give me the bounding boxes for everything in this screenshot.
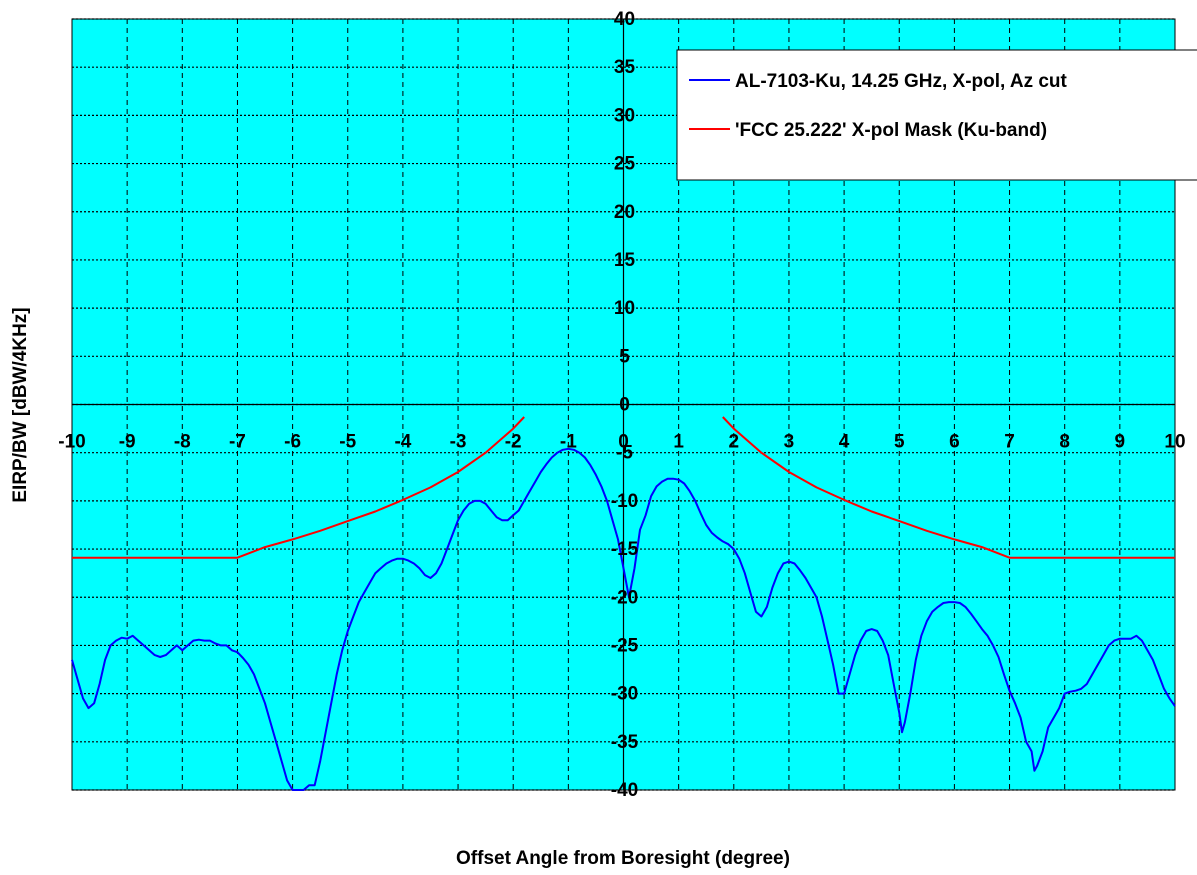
x-tick-label: 0 — [618, 432, 629, 453]
y-tick-label: -5 — [616, 443, 633, 464]
x-tick-label: -3 — [450, 432, 467, 453]
x-tick-label: -9 — [119, 432, 136, 453]
y-tick-label: -30 — [611, 684, 638, 705]
y-axis-title: EIRP/BW [dBW/4KHz] — [10, 307, 31, 502]
tick-labels: -10 -9 -8 -7 -6 -5 -4 -3 -2 -1 0 1 2 3 4 5 6 7 8 9 104035302… — [58, 9, 1185, 801]
y-tick-label: -10 — [611, 491, 638, 512]
x-tick-label: 9 — [1115, 432, 1126, 453]
y-tick-label: -25 — [611, 635, 639, 656]
x-tick-label: 8 — [1059, 432, 1070, 453]
legend-label-series-2: 'FCC 25.222' X-pol Mask (Ku-band) — [735, 120, 1047, 141]
x-tick-label: -5 — [339, 432, 356, 453]
x-tick-label: -8 — [174, 432, 191, 453]
series-line-1 — [71, 447, 1176, 791]
x-tick-label: -4 — [394, 432, 411, 453]
y-tick-label: -35 — [611, 732, 639, 753]
y-tick-label: 30 — [614, 105, 635, 126]
series-line-2 — [72, 416, 525, 559]
y-tick-label: 10 — [614, 298, 635, 319]
x-tick-label: 7 — [1004, 432, 1015, 453]
x-axis-title: Offset Angle from Boresight (degree) — [456, 848, 790, 869]
series-line-2 — [722, 416, 1175, 559]
y-tick-label: 0 — [619, 395, 630, 416]
y-tick-label: 5 — [619, 346, 630, 367]
y-tick-label: -15 — [611, 539, 639, 560]
x-tick-label: 5 — [894, 432, 905, 453]
x-tick-label: -2 — [505, 432, 522, 453]
axes — [72, 19, 1175, 790]
x-tick-label: -1 — [560, 432, 577, 453]
series-layer — [71, 416, 1176, 791]
y-tick-label: 35 — [614, 57, 636, 78]
legend: AL-7103-Ku, 14.25 GHz, X-pol, Az cut 'FC… — [676, 49, 1197, 181]
x-tick-label: 10 — [1164, 432, 1185, 453]
y-tick-label: 20 — [614, 202, 635, 223]
y-tick-label: 25 — [614, 154, 636, 175]
x-tick-label: 3 — [784, 432, 795, 453]
x-tick-label: 6 — [949, 432, 960, 453]
legend-box — [676, 49, 1197, 181]
x-tick-label: 4 — [839, 432, 850, 453]
legend-label-series-1: AL-7103-Ku, 14.25 GHz, X-pol, Az cut — [735, 71, 1068, 92]
y-tick-label: -20 — [611, 587, 638, 608]
x-tick-label: 1 — [673, 432, 684, 453]
x-tick-label: -10 — [58, 432, 85, 453]
y-tick-label: -40 — [611, 780, 638, 801]
y-tick-label: 15 — [614, 250, 636, 271]
x-tick-label: -7 — [229, 432, 246, 453]
y-tick-label: 40 — [614, 9, 635, 30]
x-tick-label: 2 — [729, 432, 740, 453]
x-tick-label: -6 — [284, 432, 301, 453]
